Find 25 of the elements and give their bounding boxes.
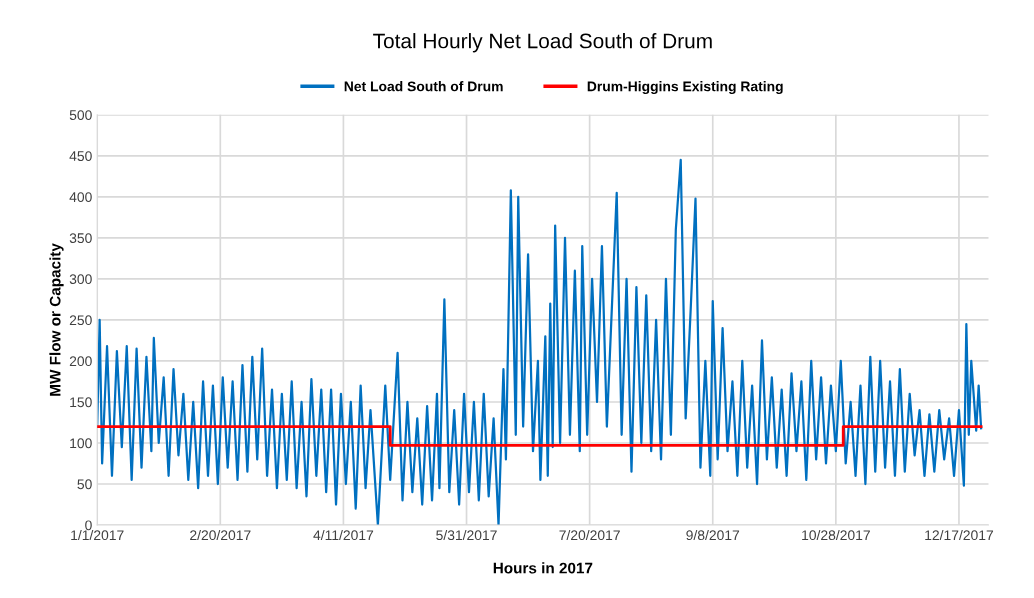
y-tick-label: 300 [69,274,92,285]
x-tick-label: 4/11/2017 [313,529,374,541]
y-axis-title: MW Flow or Capacity [49,243,64,396]
y-tick-label: 100 [70,438,92,449]
x-tick-label: 9/8/2017 [686,529,740,541]
x-tick-label: 2/20/2017 [190,529,251,541]
y-tick-label: 500 [69,110,92,120]
x-tick-label: 12/17/2017 [925,529,994,541]
x-axis-title: Hours in 2017 [493,562,593,574]
chart-title: Total Hourly Net Load South of Drum [373,33,712,53]
x-tick-label: 10/28/2017 [802,529,870,541]
y-tick-label: 350 [69,233,92,244]
y-tick-label: 450 [69,151,92,162]
y-tick-label: 50 [77,479,92,490]
legend-label: Drum-Higgins Existing Rating [587,81,783,95]
line-series [97,158,983,526]
legend-label: Net Load South of Drum [344,81,503,92]
x-tick-label: 1/1/2017 [71,529,124,541]
x-tick-label: 5/31/2017 [436,529,497,541]
y-tick-label: 150 [70,397,92,408]
y-tick-label: 250 [69,315,92,326]
y-tick-label: 200 [69,356,92,367]
y-tick-label: 0 [85,520,92,531]
y-tick-label: 400 [69,192,92,203]
x-tick-label: 7/20/2017 [559,529,620,541]
